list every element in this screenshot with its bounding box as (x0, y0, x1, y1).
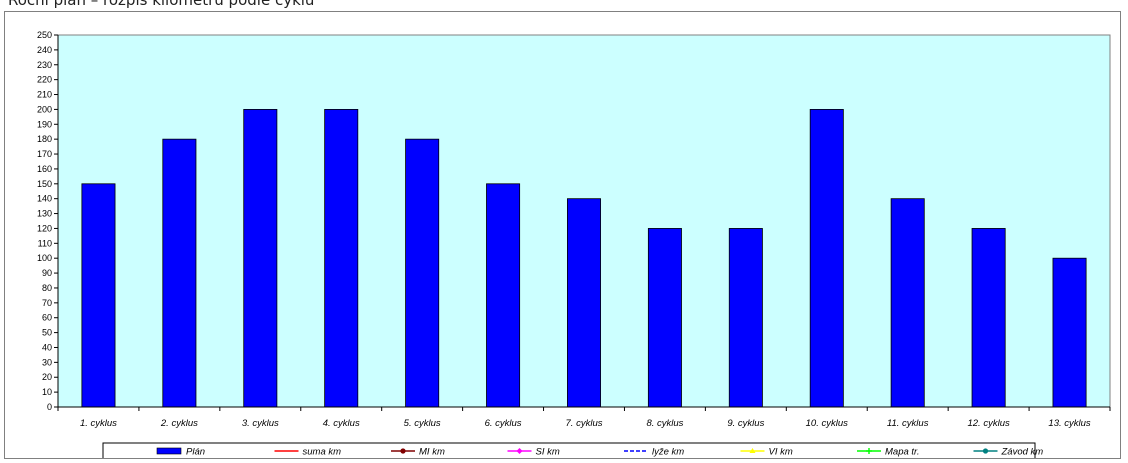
bar (809, 109, 844, 408)
legend-label: SI km (536, 447, 560, 458)
y-tick-label: 250 (37, 30, 52, 40)
y-tick-label: 200 (37, 104, 52, 114)
legend-marker (749, 448, 756, 453)
legend-label: Plán (186, 447, 205, 458)
x-category-label: 6. cyklus (485, 418, 522, 429)
bar-chart: 0 10 20 30 40 50 60 70 80 90 100 110 120 130 140 150 160… (37, 30, 1111, 458)
bar (324, 109, 359, 408)
legend-swatch (156, 447, 182, 455)
bar (971, 228, 1006, 408)
y-tick-label: 50 (42, 328, 52, 338)
legend: Plán suma km MI km SI km lyže km VI km Mapa tr… (102, 442, 1044, 458)
y-tick-label: 30 (42, 357, 52, 367)
y-tick-label: 190 (37, 119, 52, 129)
legend-label: VI km (769, 447, 793, 458)
x-category-label: 2. cyklus (160, 418, 198, 429)
chart-area: 0 10 20 30 40 50 60 70 80 90 100 110 120 130 140 150 160… (4, 11, 1121, 459)
y-tick-label: 80 (42, 283, 52, 293)
y-tick-label: 20 (42, 372, 52, 382)
y-tick-label: 160 (37, 164, 52, 174)
y-tick-label: 120 (37, 223, 52, 233)
bar (486, 183, 521, 408)
y-tick-label: 230 (37, 60, 52, 70)
x-axis: 1. cyklus 2. cyklus 3. cyklus 4. cyklus 5. c… (57, 406, 1111, 429)
y-tick-label: 110 (38, 238, 52, 248)
legend-box (102, 442, 1036, 458)
x-category-label: 4. cyklus (323, 418, 360, 429)
bar (243, 109, 278, 408)
x-category-label: 11. cyklus (887, 418, 929, 429)
page-title-partial: Roční plán – rozpis kilometrů podle cykl… (8, 0, 315, 9)
x-category-label: 3. cyklus (242, 418, 279, 429)
bar (647, 228, 682, 408)
bar (567, 198, 601, 408)
legend-marker (982, 448, 989, 454)
bar (890, 198, 925, 408)
legend-label: suma km (303, 447, 342, 458)
legend-label: Mapa tr. (885, 447, 920, 458)
y-tick-label: 70 (42, 298, 52, 308)
y-tick-label: 170 (37, 149, 52, 159)
y-tick-label: 180 (37, 134, 52, 144)
legend-marker (400, 448, 406, 454)
y-tick-label: 10 (42, 387, 52, 397)
y-axis: 0 10 20 30 40 50 60 70 80 90 100 110 120 130 140 150 160… (37, 30, 59, 412)
y-tick-label: 60 (42, 313, 52, 323)
x-category-label: 1. cyklus (80, 418, 117, 429)
legend-label: Závod km (1001, 447, 1044, 458)
x-category-label: 7. cyklus (566, 418, 603, 429)
y-tick-label: 220 (37, 75, 52, 85)
y-tick-label: 40 (42, 342, 52, 352)
legend-label: lyže km (652, 447, 684, 458)
bars (81, 109, 1087, 408)
bar (728, 228, 763, 408)
bar (1052, 257, 1087, 408)
x-category-label: 12. cyklus (967, 418, 1009, 429)
y-tick-label: 100 (37, 253, 52, 263)
legend-label: MI km (419, 447, 445, 458)
y-tick-label: 130 (37, 209, 52, 219)
x-category-label: 10. cyklus (806, 418, 848, 429)
bar (81, 183, 116, 408)
y-tick-label: 140 (37, 194, 52, 204)
y-tick-label: 90 (42, 268, 52, 278)
y-tick-label: 0 (47, 402, 52, 412)
x-category-label: 13. cyklus (1048, 418, 1090, 429)
y-tick-label: 210 (37, 90, 52, 100)
x-category-label: 5. cyklus (404, 418, 441, 429)
y-tick-label: 150 (37, 179, 52, 189)
y-tick-label: 240 (37, 45, 52, 55)
x-category-label: 9. cyklus (727, 418, 764, 429)
x-category-label: 8. cyklus (646, 418, 683, 429)
legend-marker (516, 448, 523, 454)
bar (405, 138, 440, 408)
bar (162, 138, 197, 408)
